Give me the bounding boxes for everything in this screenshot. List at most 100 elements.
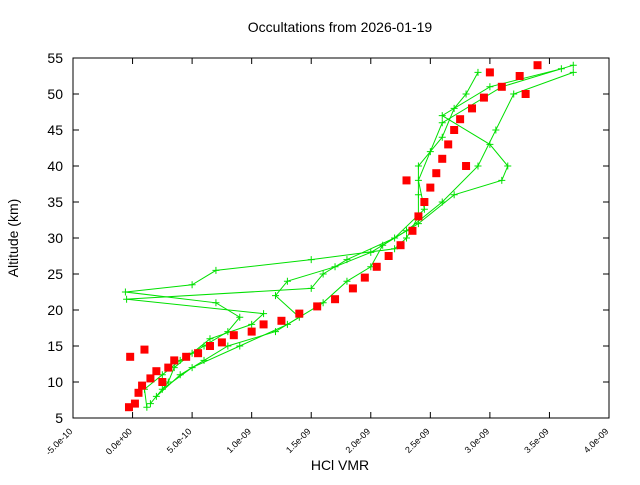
- point-square: [313, 302, 322, 311]
- point-square: [130, 399, 139, 408]
- point-square: [485, 68, 494, 77]
- point-plus: [504, 162, 512, 170]
- point-square: [497, 82, 506, 91]
- point-plus: [188, 364, 196, 372]
- point-plus: [403, 234, 411, 242]
- point-plus: [367, 248, 375, 256]
- point-square: [515, 72, 524, 80]
- point-square: [360, 273, 369, 282]
- point-plus: [557, 65, 565, 73]
- point-square: [479, 93, 488, 102]
- point-plus: [123, 295, 131, 303]
- point-square: [229, 331, 238, 340]
- point-plus: [414, 191, 422, 199]
- point-plus: [271, 292, 279, 300]
- point-plus: [379, 241, 387, 249]
- point-plus: [146, 400, 154, 408]
- y-tick-label: 30: [47, 230, 63, 246]
- point-plus: [438, 119, 446, 127]
- point-plus: [212, 299, 220, 307]
- point-plus: [569, 68, 577, 76]
- point-square: [372, 262, 381, 271]
- point-square: [438, 154, 447, 163]
- profile-line: [125, 72, 479, 408]
- plot-frame: [72, 57, 610, 419]
- x-tick-label: 4.0e-09: [582, 426, 611, 455]
- point-square: [158, 378, 167, 386]
- point-square: [146, 374, 155, 383]
- x-axis-label: HCl VMR: [311, 457, 369, 473]
- chart-title: Occultations from 2026-01-19: [248, 19, 433, 35]
- point-plus: [414, 176, 422, 184]
- x-tick-label: 1.0e-09: [224, 426, 253, 455]
- point-square: [408, 226, 417, 235]
- point-plus: [462, 90, 470, 98]
- point-plus: [420, 205, 428, 213]
- point-square: [384, 252, 393, 260]
- y-tick-label: 40: [47, 158, 63, 174]
- point-plus: [121, 288, 129, 296]
- x-tick-label: 1.5e-09: [284, 426, 313, 455]
- y-tick-label: 5: [55, 410, 63, 426]
- point-plus: [260, 310, 268, 318]
- point-plus: [158, 385, 166, 393]
- point-square: [194, 349, 203, 358]
- point-plus: [438, 112, 446, 120]
- point-plus: [283, 277, 291, 285]
- point-plus: [414, 220, 422, 228]
- point-square: [462, 162, 471, 170]
- point-plus: [212, 266, 220, 274]
- point-square: [533, 61, 542, 70]
- point-square: [414, 212, 423, 221]
- point-plus: [474, 68, 482, 76]
- point-plus: [236, 342, 244, 350]
- profile-line: [162, 68, 562, 390]
- point-plus: [319, 270, 327, 278]
- point-square: [152, 367, 161, 376]
- profile-line: [156, 71, 574, 397]
- x-tick-label: 2.5e-09: [403, 426, 432, 455]
- point-square: [126, 352, 135, 361]
- point-square: [396, 241, 405, 250]
- point-plus: [331, 263, 339, 271]
- x-tick-label: 0.0e+00: [104, 426, 134, 456]
- point-square: [450, 126, 459, 134]
- point-square: [182, 352, 191, 361]
- point-plus: [492, 126, 500, 134]
- point-square: [205, 342, 214, 350]
- y-tick-label: 25: [47, 266, 63, 282]
- point-plus: [510, 90, 518, 98]
- point-square: [402, 176, 411, 185]
- point-square: [521, 90, 530, 98]
- point-plus: [188, 281, 196, 289]
- point-square: [295, 309, 304, 318]
- y-tick-label: 55: [47, 50, 63, 66]
- y-tick-label: 20: [47, 302, 63, 318]
- point-square: [348, 284, 357, 293]
- point-plus: [498, 176, 506, 184]
- plot-area: [121, 61, 577, 412]
- point-plus: [206, 335, 214, 343]
- point-square: [331, 295, 340, 304]
- point-square: [124, 403, 133, 412]
- point-plus: [486, 83, 494, 91]
- point-square: [217, 338, 226, 347]
- point-square: [420, 198, 429, 206]
- point-plus: [438, 133, 446, 141]
- point-square: [164, 363, 173, 372]
- y-tick-label: 35: [47, 194, 63, 210]
- x-tick-label: 3.5e-09: [522, 426, 551, 455]
- point-plus: [450, 191, 458, 199]
- point-plus: [414, 162, 422, 170]
- point-plus: [426, 148, 434, 156]
- y-axis-label: Altitude (km): [5, 199, 21, 278]
- point-square: [247, 327, 256, 336]
- point-plus: [248, 320, 256, 328]
- point-plus: [474, 162, 482, 170]
- point-plus: [343, 277, 351, 285]
- point-plus: [236, 313, 244, 321]
- point-square: [170, 356, 179, 365]
- point-plus: [569, 61, 577, 69]
- point-square: [468, 104, 477, 113]
